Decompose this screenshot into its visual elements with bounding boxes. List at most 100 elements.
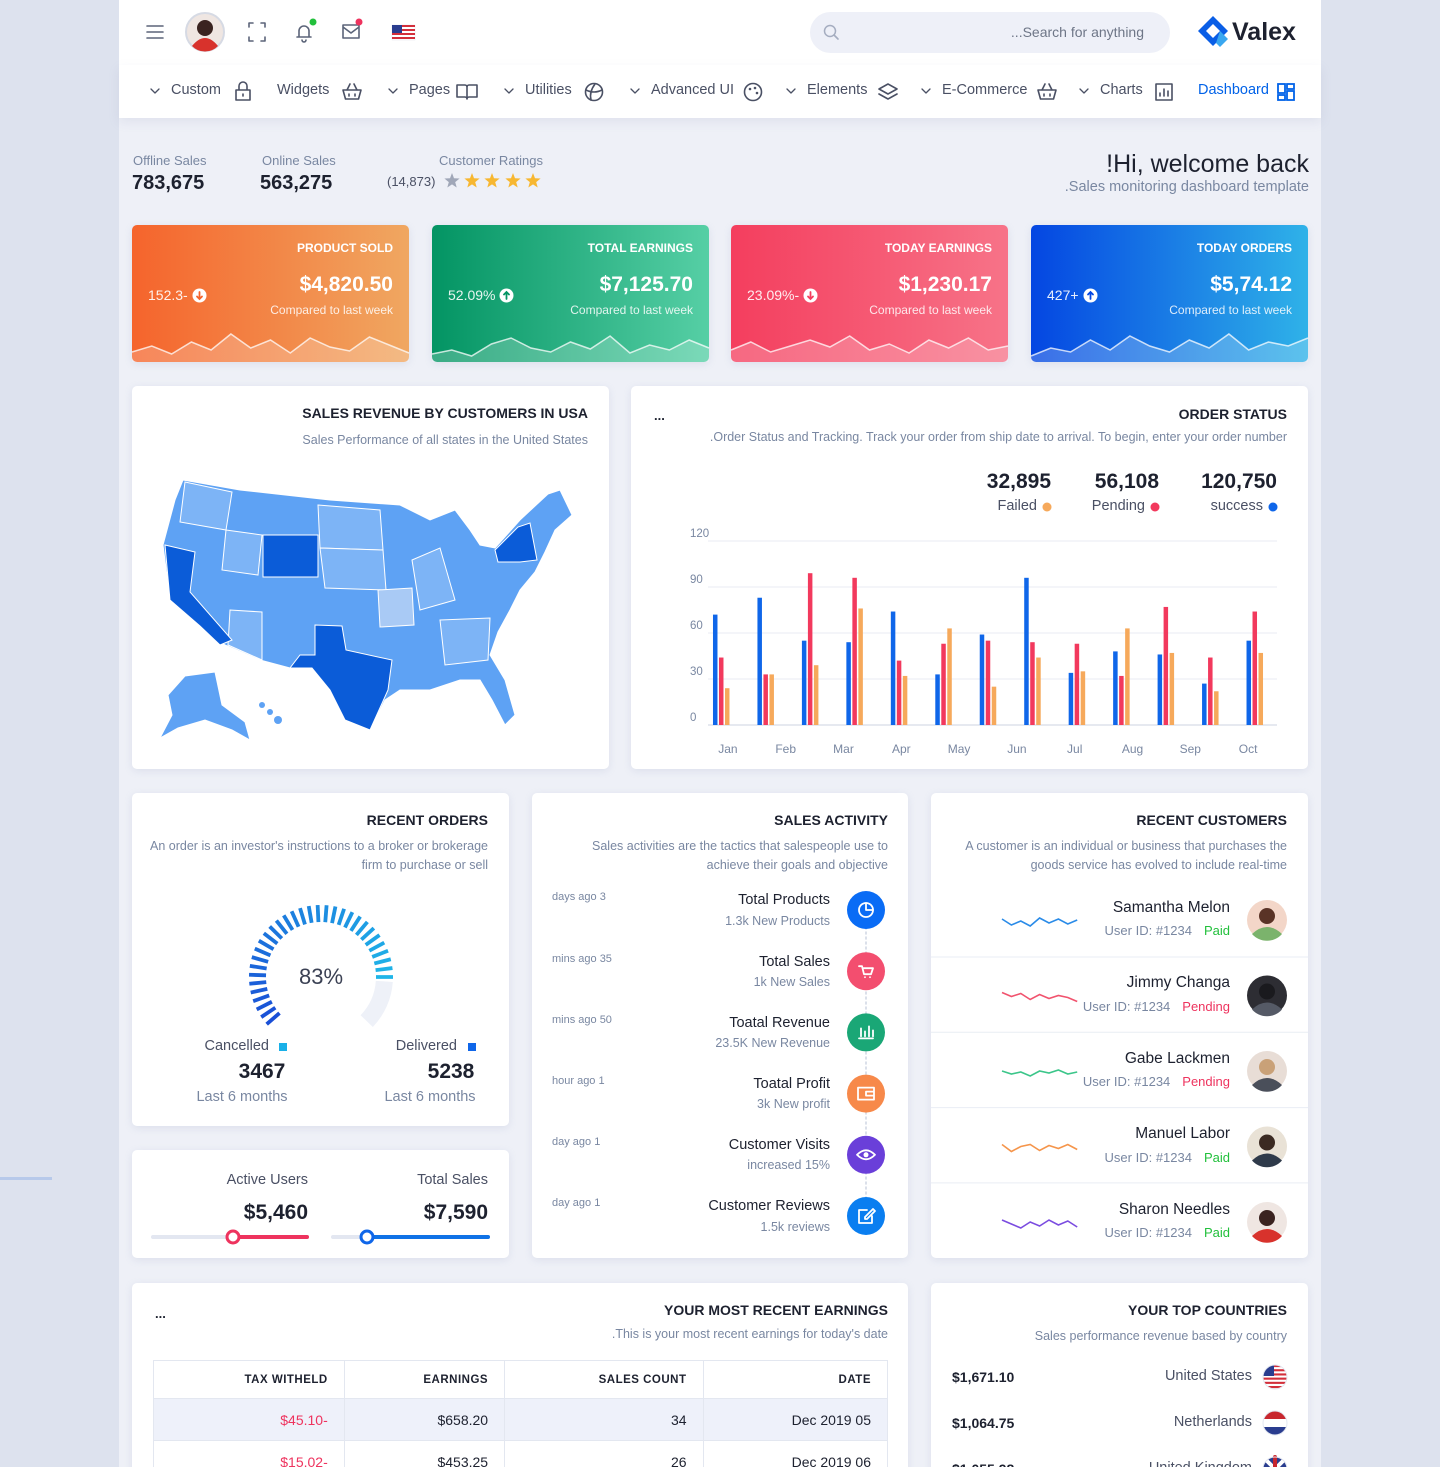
activity-time: hour ago 1 [552,1075,605,1087]
table-cell: $15.02- [153,1440,345,1467]
trend-icon [503,290,511,300]
stat-value: 783,675 [132,172,205,194]
country-value: $1,064.75 [952,1414,1015,1431]
customer-status: Paid [1203,1149,1230,1165]
customer-status: Paid [1203,1225,1230,1240]
activity-detail: 1.5k reviews [760,1219,830,1234]
activity-detail: 1.3k New Products [725,913,830,928]
customer-id: User ID: #1234 [1104,1149,1192,1165]
customer-meta: User ID: #1234 Pending [1083,998,1230,1015]
kpi-change-text: 152.3- [148,287,188,303]
welcome-subtitle: .Sales monitoring dashboard template [1064,179,1309,196]
trend-icon [499,288,514,303]
card-title: SALES ACTIVITY [774,811,888,828]
activity-time: days ago 3 [552,891,606,904]
card-subtitle: Sales performance revenue based by count… [1034,1328,1287,1343]
card [631,386,1308,769]
ratings-count: (14,873) [387,174,436,190]
kpi-change-text: 23.09%- [747,287,800,303]
gauge-value: 83% [298,963,344,989]
search-placeholder: ...Search for anything [1010,23,1144,40]
table-cell: $45.10- [153,1398,345,1441]
nav-item[interactable]: Dashboard [1198,82,1269,99]
customer-id: User ID: #1234 [1082,998,1171,1014]
trend-icon [1083,288,1098,303]
welcome-title: !Hi, welcome back [1106,150,1309,178]
activity-detail: 3k New profit [757,1097,830,1112]
nav-item[interactable]: Utilities [525,82,572,99]
activity-time: mins ago 35 [552,952,612,965]
order-label: Delivered [395,1038,457,1055]
kpi-note: Compared to last week [869,302,992,317]
customer-name: Samantha Melon [1112,898,1230,916]
kpi-note: Compared to last week [1169,302,1292,317]
trend-icon [192,288,207,303]
trend-icon [803,288,818,303]
earnings-table: TAX WITHELD EARNINGS SALES COUNT DATE $45.10… [153,1360,889,1467]
kpi-title: TOTAL EARNINGS [587,240,693,255]
nav-item[interactable]: Widgets [277,82,330,99]
column-header: SALES COUNT [504,1360,704,1399]
table-cell: Dec 2019 05 [702,1398,889,1441]
customer-meta: User ID: #1234 Paid [1105,1149,1230,1166]
customer-id: User ID: #1234 [1104,1225,1192,1240]
nav-item[interactable]: Charts [1100,82,1143,99]
activity-title: Toatal Revenue [729,1014,830,1031]
legend-label: Failed [997,498,1038,515]
trend-icon [807,291,815,301]
table-cell: $658.20 [343,1398,506,1441]
users-label: Total Sales [417,1172,488,1189]
legend-label: Pending [1091,498,1145,515]
table-cell: 34 [504,1398,704,1441]
stat-value: 563,275 [260,172,333,194]
card-menu[interactable]: ... [155,1306,166,1322]
customer-id: User ID: #1234 [1104,923,1192,938]
stat-label: Online Sales [262,153,336,169]
activity-title: Total Sales [759,953,830,970]
customer-meta: User ID: #1234 Paid [1105,922,1230,939]
card-title: YOUR MOST RECENT EARNINGS [663,1301,888,1318]
table-row: $15.02- $453.25 26 Dec 2019 06 [153,1440,889,1467]
stat-label: Offline Sales [133,153,207,169]
search-box[interactable] [810,12,1170,53]
users-label: Active Users [226,1172,308,1189]
kpi-change: 52.09% [448,287,514,304]
customer-status: Pending [1182,998,1230,1014]
card-title: ORDER STATUS [1178,405,1287,422]
activity-title: Customer Visits [728,1137,830,1154]
card-title: RECENT CUSTOMERS [1136,811,1287,828]
activity-time: day ago 1 [552,1197,601,1210]
card-subtitle: A customer is an individual or business … [965,839,1287,872]
nav-item[interactable]: Elements [807,82,868,99]
customer-name: Gabe Lackmen [1124,1049,1230,1067]
kpi-title: TODAY EARNINGS [884,240,992,255]
nav-item[interactable]: Custom [171,82,221,99]
kpi-value: $7,125.70 [599,273,693,297]
country-value: $1,055.98 [952,1461,1014,1467]
table-row: $45.10- $658.20 34 Dec 2019 05 [153,1398,889,1441]
nav-item[interactable]: Advanced UI [651,82,735,99]
kpi-change-text: 52.09% [448,287,496,303]
nav-item[interactable]: E-Commerce [942,82,1028,99]
users-value: $5,460 [243,1201,308,1225]
legend-label: success [1210,498,1263,515]
nav-item[interactable]: Pages [409,82,451,99]
table-head: TAX WITHELD EARNINGS SALES COUNT DATE [153,1360,889,1399]
card [931,1283,1308,1467]
card [132,1150,509,1258]
card-menu[interactable]: ... [654,408,665,424]
customer-meta: User ID: #1234 Paid [1105,1224,1230,1241]
table-cell: Dec 2019 06 [702,1440,889,1467]
activity-title: Customer Reviews [708,1198,830,1215]
kpi-value: $4,820.50 [299,273,393,297]
users-value: $7,590 [423,1201,488,1225]
trend-icon [1086,290,1094,300]
order-value: 3467 [238,1060,286,1084]
kpi-title: TODAY ORDERS [1196,240,1292,255]
column-header: DATE [702,1360,889,1399]
customer-name: Manuel Labor [1135,1125,1230,1143]
card-subtitle: Sales Performance of all states in the U… [302,432,588,447]
card [132,793,509,1126]
card-subtitle: An order is an investor's instructions t… [150,839,488,872]
